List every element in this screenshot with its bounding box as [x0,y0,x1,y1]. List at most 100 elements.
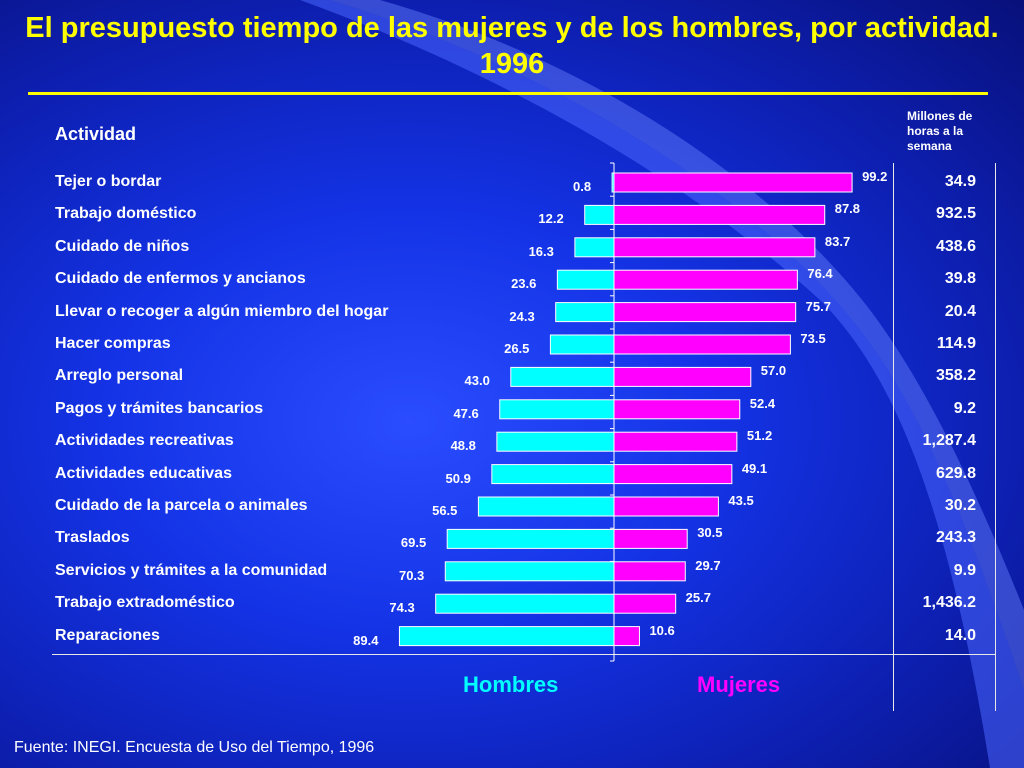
value-label-mujeres: 52.4 [749,395,776,411]
total-column-header: Millones de horas a la semana [907,109,973,153]
activity-label: Trabajo extradoméstico [55,594,235,612]
bar-hombres [398,626,615,647]
total-value: 932.5 [935,205,976,223]
value-label-hombres: 23.6 [511,276,537,292]
value-label-hombres: 56.5 [432,503,458,518]
bar-hombres [549,334,615,355]
value-label-mujeres: 76.4 [807,266,833,282]
bar-mujeres [613,204,826,225]
value-label-hombres: 70.3 [398,567,425,583]
value-label-hombres: 24.3 [509,308,535,324]
activity-label: Cuidado de niños [55,237,190,255]
activity-label: Traslados [55,529,130,547]
value-label-mujeres: 10.6 [649,622,675,638]
total-value: 14.0 [944,626,976,644]
bar-hombres [556,269,615,290]
activity-label: Tejer o bordar [55,173,162,190]
bar-mujeres [613,172,853,193]
total-value: 9.9 [953,561,976,579]
activity-label: Arreglo personal [55,367,184,385]
totals-left-divider [893,163,894,711]
bar-mujeres [613,334,791,355]
bar-hombres [510,366,615,387]
activity-column-header: Actividad [55,124,137,144]
total-value: 39.8 [944,270,976,288]
activity-label: Pagos y trámites bancarios [55,399,264,417]
value-label-mujeres: 87.8 [834,201,861,217]
bar-mujeres [613,431,738,452]
activity-label: Trabajo doméstico [55,205,197,223]
activity-label: Hacer compras [55,335,171,352]
bar-mujeres [613,561,686,582]
bar-mujeres [613,464,733,485]
activity-label: Actividades educativas [55,464,232,482]
total-value: 114.9 [936,335,976,352]
value-label-mujeres: 83.7 [824,233,851,249]
value-label-mujeres: 75.7 [805,298,831,314]
value-label-hombres: 47.6 [453,405,479,421]
bar-mujeres [613,496,719,517]
value-label-hombres: 26.5 [504,341,530,356]
total-value: 30.2 [944,497,976,514]
bar-hombres [555,302,615,323]
bar-hombres [496,431,615,452]
value-label-mujeres: 30.5 [697,525,723,541]
value-label-hombres: 48.8 [450,438,476,454]
value-label-hombres: 0.8 [573,179,592,194]
total-value: 438.6 [935,237,976,255]
value-label-mujeres: 49.1 [741,460,768,476]
activity-label: Reparaciones [55,626,160,644]
total-value: 243.3 [935,529,976,547]
total-value: 20.4 [944,302,976,320]
value-label-mujeres: 51.2 [746,428,773,444]
bar-mujeres [613,528,688,549]
bar-hombres [574,237,615,258]
title-underline [28,92,988,95]
value-label-mujeres: 25.7 [685,590,711,606]
total-value: 358.2 [935,367,976,385]
bar-mujeres [613,269,798,290]
activity-label: Actividades recreativas [55,432,234,450]
value-label-mujeres: 57.0 [760,363,787,379]
value-label-hombres: 74.3 [389,600,415,616]
activity-label: Cuidado de la parcela o animales [55,497,308,514]
total-value: 1,287.4 [922,432,976,450]
table-bottom-rule [52,654,996,655]
value-label-hombres: 12.2 [538,211,564,227]
bar-mujeres [613,237,816,258]
value-label-hombres: 69.5 [400,535,427,551]
bar-hombres [446,528,615,549]
bar-hombres [444,561,615,582]
value-label-mujeres: 43.5 [728,493,754,508]
total-value: 34.9 [944,173,976,190]
source-note: Fuente: INEGI. Encuesta de Uso del Tiemp… [14,739,375,756]
total-value: 9.2 [953,399,976,417]
value-label-mujeres: 29.7 [695,557,721,573]
bar-mujeres [613,366,752,387]
activity-label: Servicios y trámites a la comunidad [55,561,328,579]
bar-hombres [477,496,615,517]
bar-mujeres [613,302,797,323]
bar-hombres [584,204,615,225]
bar-hombres [491,464,615,485]
value-label-mujeres: 99.2 [862,169,888,184]
bar-mujeres [613,399,741,420]
bar-mujeres [613,626,640,647]
activity-label: Cuidado de enfermos y ancianos [55,270,306,288]
activity-label: Llevar o recoger a algún miembro del hog… [55,302,389,320]
value-label-hombres: 43.0 [464,373,490,389]
bar-mujeres [613,593,677,614]
legend-hombres: Hombres [463,672,559,697]
legend-mujeres: Mujeres [697,672,781,697]
value-label-hombres: 16.3 [528,243,554,259]
bar-hombres [435,593,615,614]
bar-hombres [499,399,615,420]
value-label-hombres: 89.4 [353,632,379,648]
totals-right-divider [995,163,996,711]
value-label-hombres: 50.9 [445,470,471,486]
total-value: 1,436.2 [922,594,976,612]
chart-title: El presupuesto tiempo de las mujeres y d… [25,12,999,80]
total-value: 629.8 [935,464,976,482]
value-label-mujeres: 73.5 [800,331,826,346]
